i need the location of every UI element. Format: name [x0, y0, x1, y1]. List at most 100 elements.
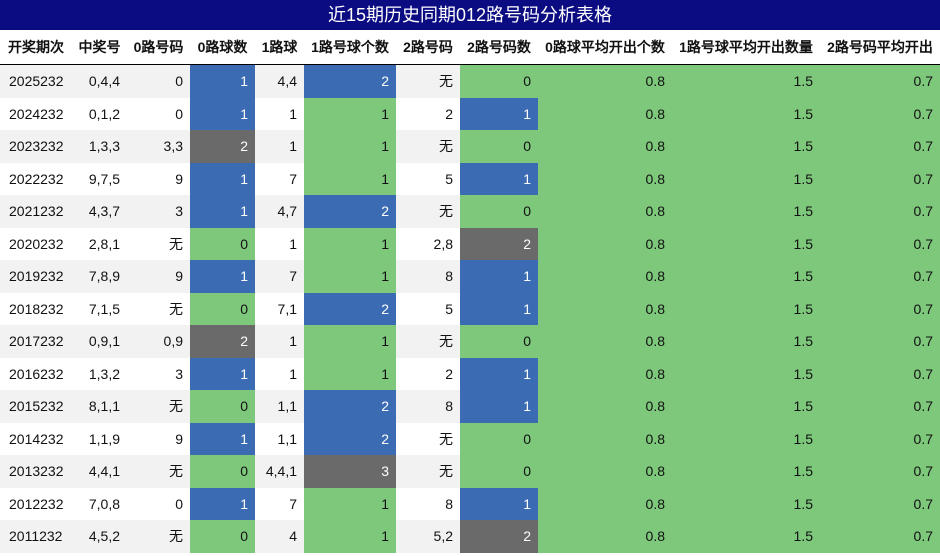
table-row: 2024232 0,1,2 0 1 1 1 2 1 0.8 1.5 0.7 — [0, 97, 940, 130]
table-cell: 1 — [460, 162, 538, 195]
table-cell: 1.5 — [672, 455, 820, 488]
table-cell: 0.7 — [820, 260, 940, 293]
table-cell: 2 — [304, 422, 396, 455]
table-row: 2011232 4,5,2 无 0 4 1 5,2 2 0.8 1.5 0.7 — [0, 520, 940, 553]
table-cell: 无 — [396, 64, 460, 98]
table-cell: 7 — [289, 495, 297, 512]
table-cell: 1.5 — [672, 487, 820, 520]
table-row: 2013232 4,4,1 无 0 4,4,1 3 无 0 0.8 1.5 0.7 — [0, 455, 940, 488]
table-cell: 无 — [169, 235, 183, 252]
table-cell: 0.8 — [538, 357, 672, 390]
table-cell: 4,4,1 — [255, 455, 304, 488]
table-cell: 0 — [127, 64, 190, 98]
table-cell: 1.5 — [672, 260, 820, 293]
table-cell: 7 — [289, 170, 297, 187]
table-cell: 1 — [304, 487, 396, 520]
table-cell: 2 — [304, 195, 396, 228]
column-header: 中奖号 — [72, 30, 127, 65]
table-cell: 2 — [460, 227, 538, 260]
table-cell: 1 — [190, 422, 255, 455]
table-cell: 1 — [304, 97, 396, 130]
table-cell: 1.5 — [672, 357, 820, 390]
table-cell: 1.5 — [672, 292, 820, 325]
table-cell: 4,4 — [255, 64, 304, 98]
table-cell: 0 — [175, 495, 183, 512]
table-cell: 0.8 — [538, 64, 672, 98]
table-cell: 0.8 — [538, 130, 672, 163]
table-cell: 0.7 — [820, 195, 940, 228]
table-cell: 无 — [396, 195, 460, 228]
table-cell: 2 — [445, 105, 453, 122]
table-cell: 1 — [304, 130, 396, 163]
table-cell: 4,4,1 — [72, 455, 127, 488]
table-row: 2020232 2,8,1 无 0 1 1 2,8 2 0.8 1.5 0.7 — [0, 227, 940, 260]
table-row: 2016232 1,3,2 3 1 1 1 2 1 0.8 1.5 0.7 — [0, 357, 940, 390]
table-cell: 2 — [190, 130, 255, 163]
table-cell: 7,1,5 — [88, 300, 120, 317]
table-cell: 1.5 — [672, 325, 820, 358]
table-cell: 2 — [445, 365, 453, 382]
table-cell: 1.5 — [672, 64, 820, 98]
table-cell: 2 — [460, 520, 538, 553]
table-cell: 1 — [304, 227, 396, 260]
table-row: 2015232 8,1,1 无 0 1,1 2 8 1 0.8 1.5 0.7 — [0, 390, 940, 423]
table-cell: 1,3,3 — [72, 130, 127, 163]
table-cell: 1 — [460, 390, 538, 423]
table-cell: 2015232 — [0, 390, 72, 423]
table-cell: 无 — [127, 520, 190, 553]
column-header: 2路号码 — [396, 30, 460, 65]
table-cell: 1.5 — [672, 422, 820, 455]
table-cell: 1 — [460, 357, 538, 390]
table-cell: 0 — [460, 130, 538, 163]
table-cell: 4,5,2 — [72, 520, 127, 553]
table-cell: 2 — [304, 292, 396, 325]
table-cell: 无 — [127, 390, 190, 423]
table-cell: 0 — [190, 227, 255, 260]
table-cell: 3 — [127, 195, 190, 228]
table-cell: 1 — [460, 487, 538, 520]
table-cell: 无 — [396, 130, 460, 163]
table-cell: 2019232 — [0, 260, 72, 293]
table-cell: 0.7 — [820, 357, 940, 390]
table-cell: 1 — [190, 487, 255, 520]
table-cell: 1 — [255, 130, 304, 163]
table-cell: 1,1 — [277, 430, 297, 447]
table-cell: 3 — [175, 365, 183, 382]
table-cell: 1 — [190, 195, 255, 228]
table-cell: 0 — [190, 520, 255, 553]
table-row: 2018232 7,1,5 无 0 7,1 2 5 1 0.8 1.5 0.7 — [0, 292, 940, 325]
table-cell: 0.8 — [538, 227, 672, 260]
column-header: 1路号球个数 — [304, 30, 396, 65]
column-header: 2路号码平均开出 — [820, 30, 940, 65]
column-header: 0路号码 — [127, 30, 190, 65]
table-cell: 0.7 — [820, 422, 940, 455]
table-cell: 1 — [190, 357, 255, 390]
table-cell: 1.5 — [672, 97, 820, 130]
table-cell: 1 — [289, 365, 297, 382]
table-cell: 1 — [304, 357, 396, 390]
table-cell: 2011232 — [0, 520, 72, 553]
column-header: 0路球数 — [190, 30, 255, 65]
column-header: 开奖期次 — [0, 30, 72, 65]
table-cell: 2022232 — [9, 170, 64, 187]
table-cell: 0.7 — [820, 520, 940, 553]
table-cell: 0 — [175, 105, 183, 122]
table-cell: 4,3,7 — [72, 195, 127, 228]
table-cell: 0 — [460, 195, 538, 228]
table-cell: 0.7 — [820, 162, 940, 195]
table-cell: 2025232 — [0, 64, 72, 98]
table-cell: 0.7 — [820, 455, 940, 488]
table-row: 2023232 1,3,3 3,3 2 1 1 无 0 0.8 1.5 0.7 — [0, 130, 940, 163]
table-cell: 1,1 — [255, 390, 304, 423]
table-cell: 0,4,4 — [72, 64, 127, 98]
table-cell: 2023232 — [0, 130, 72, 163]
column-header: 0路球平均开出个数 — [538, 30, 672, 65]
table-cell: 2024232 — [9, 105, 64, 122]
table-cell: 2013232 — [0, 455, 72, 488]
table-cell: 0.8 — [538, 325, 672, 358]
table-cell: 1 — [460, 97, 538, 130]
table-cell: 9 — [175, 430, 183, 447]
table-cell: 0.8 — [538, 390, 672, 423]
table-row: 2017232 0,9,1 0,9 2 1 1 无 0 0.8 1.5 0.7 — [0, 325, 940, 358]
